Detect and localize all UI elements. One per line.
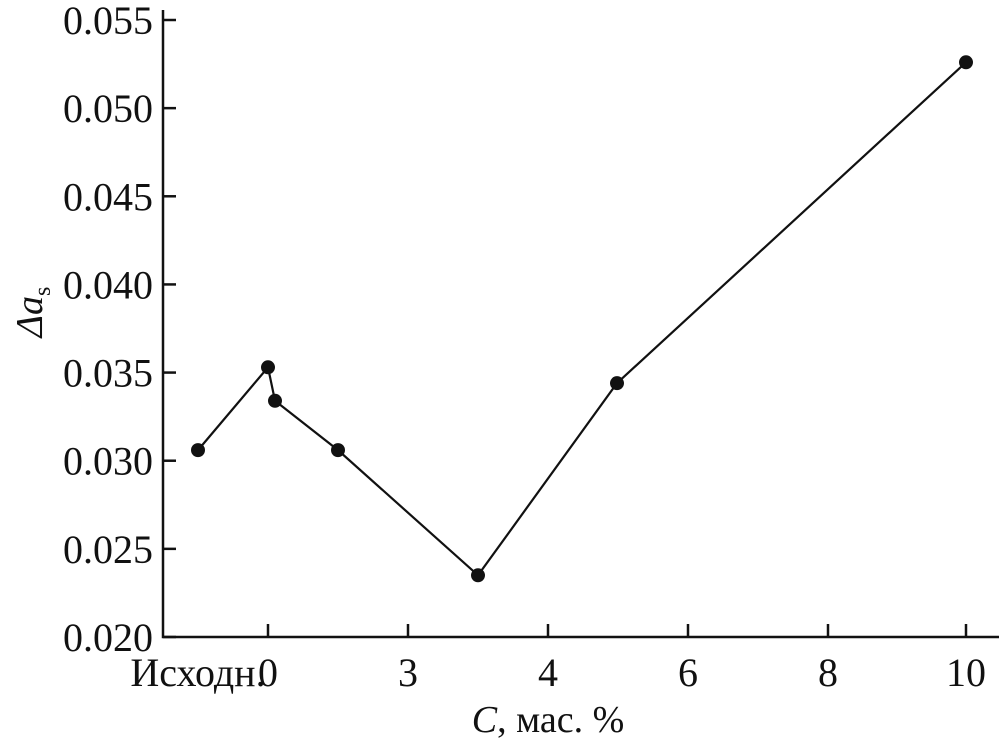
x-axis-label-variable: C [472, 699, 498, 741]
data-point [261, 360, 275, 375]
y-axis-ticks: 0.020 0.025 0.030 0.035 0.040 0.045 0.050 0.055 [63, 0, 176, 660]
x-tick-label: 0 [258, 650, 278, 695]
data-point [471, 568, 485, 583]
chart-axes [161, 10, 999, 639]
y-axis-label: Δas [9, 287, 56, 340]
data-point [959, 55, 973, 70]
x-tick-label: 4 [538, 650, 558, 695]
y-tick-label: 0.025 [63, 527, 153, 572]
x-tick-label: 8 [818, 650, 838, 695]
y-axis-label-subscript: s [30, 287, 56, 296]
x-axis-label: C, мас. % [472, 699, 625, 741]
x-axis-ticks: Исходн.0 3 4 6 8 10 [130, 624, 986, 695]
series-line [197, 61, 967, 577]
y-tick-label: 0.030 [63, 439, 153, 484]
y-tick-label: 0.040 [63, 262, 153, 307]
y-tick-label: 0.020 [63, 615, 153, 660]
x-tick-label: Исходн. [130, 650, 265, 695]
data-series [191, 55, 973, 583]
data-point [610, 376, 624, 391]
x-tick-label: 3 [398, 650, 418, 695]
y-tick-label: 0.045 [63, 174, 153, 219]
data-point [191, 443, 205, 458]
y-tick-label: 0.035 [63, 351, 153, 396]
axis-frame [161, 10, 999, 639]
y-tick-label: 0.050 [63, 86, 153, 131]
y-tick-label: 0.055 [63, 0, 153, 43]
data-point [268, 393, 282, 408]
x-tick-label: 6 [678, 650, 698, 695]
x-axis-label-units: , мас. % [497, 699, 624, 741]
x-tick-label: 10 [946, 650, 986, 695]
data-point [331, 443, 345, 458]
y-axis-label-main: Δa [9, 296, 51, 339]
